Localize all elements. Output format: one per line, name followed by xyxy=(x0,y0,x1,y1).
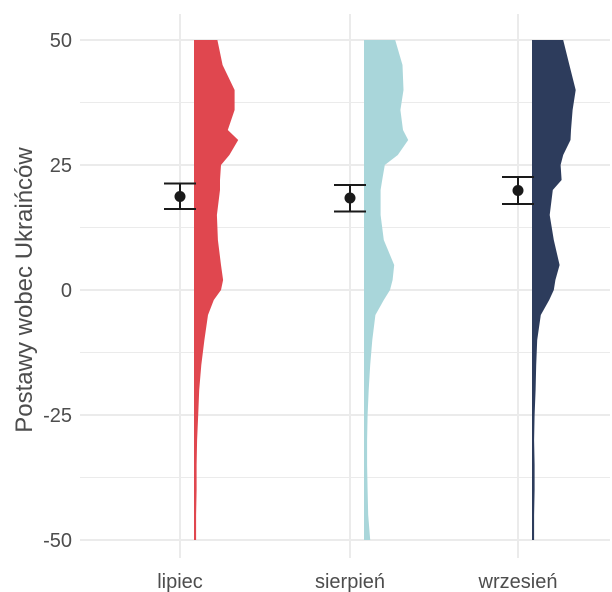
minor-gridlines xyxy=(80,102,610,478)
density-cloud-sierpień xyxy=(364,40,409,540)
y-tick-label: 0 xyxy=(61,280,72,302)
mean-point xyxy=(512,185,524,196)
density-cloud-lipiec xyxy=(194,40,239,540)
density-cloud-wrzesień xyxy=(532,40,576,540)
x-tick-label: wrzesień xyxy=(478,571,558,592)
mean-point xyxy=(174,191,186,202)
y-tick-label: 25 xyxy=(50,155,72,177)
y-axis-title: Postawy wobec Ukraińców xyxy=(11,147,38,433)
x-tick-label: sierpień xyxy=(315,571,385,592)
y-tick-label: 50 xyxy=(50,30,72,52)
y-tick-labels: -50 -25 0 25 50 xyxy=(43,30,72,552)
y-tick-label: -25 xyxy=(43,405,72,427)
density-clouds xyxy=(194,40,576,540)
major-gridlines xyxy=(80,14,610,558)
mean-point xyxy=(344,192,356,204)
x-tick-label: lipiec xyxy=(157,571,203,592)
mean-points xyxy=(174,185,524,204)
x-tick-labels: lipiec sierpień wrzesień xyxy=(157,571,557,592)
y-tick-label: -50 xyxy=(43,530,72,552)
